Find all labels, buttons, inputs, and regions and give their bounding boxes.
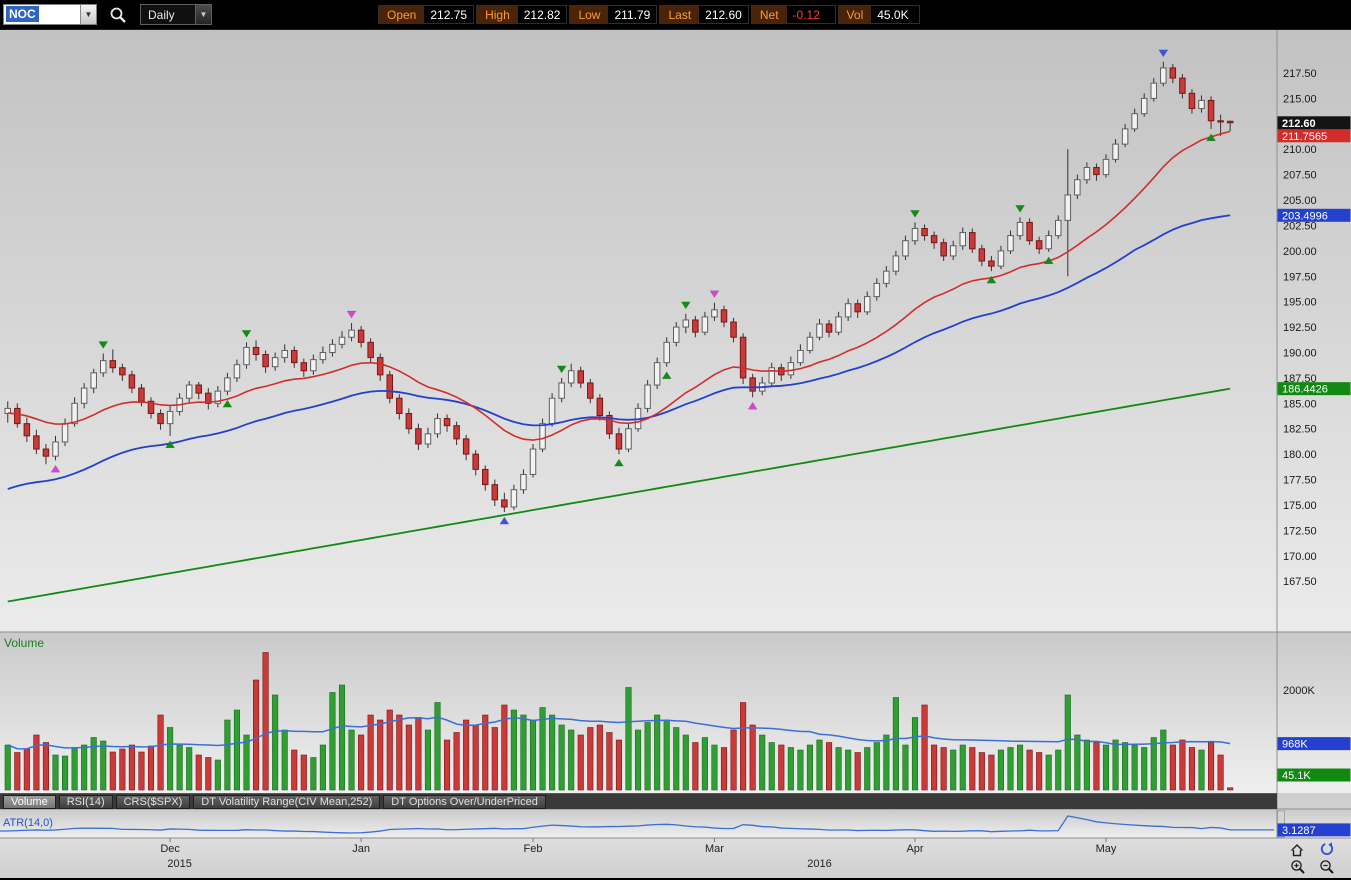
svg-text:May: May: [1096, 843, 1117, 855]
svg-text:217.50: 217.50: [1283, 68, 1317, 80]
price-tag-fast-ma: 211.7565: [1277, 129, 1351, 143]
ma-slow-line: [7, 387, 1231, 603]
timeframe-select[interactable]: Daily ▼: [140, 4, 212, 25]
tab-dt-options-over-underpriced[interactable]: DT Options Over/UnderPriced: [383, 794, 546, 809]
quote-readouts: Open 212.75 High 212.82 Low 211.79 Last …: [378, 5, 921, 24]
quote-net: Net -0.12: [750, 5, 836, 24]
svg-text:185.00: 185.00: [1283, 398, 1317, 410]
signal-markers: [50, 49, 1217, 525]
volume-pane-label: Volume: [4, 636, 45, 650]
time-axis-bg: [0, 838, 1351, 878]
svg-text:203.4996: 203.4996: [1282, 210, 1328, 222]
quote-vol-label: Vol: [838, 6, 872, 23]
tab-rsi[interactable]: RSI(14): [58, 794, 113, 809]
svg-text:167.50: 167.50: [1283, 576, 1317, 588]
price-tag-slow-ma: 186.4426: [1277, 382, 1351, 396]
svg-text:200.00: 200.00: [1283, 246, 1317, 258]
svg-text:202.50: 202.50: [1283, 220, 1317, 232]
top-toolbar: NOC ▼ Daily ▼ Open 212.75 High 212.82 Lo…: [0, 0, 1351, 30]
svg-text:210.00: 210.00: [1283, 144, 1317, 156]
symbol-input[interactable]: NOC ▼: [3, 4, 97, 25]
timeframe-value: Daily: [148, 8, 175, 22]
svg-text:182.50: 182.50: [1283, 424, 1317, 436]
quote-high-value: 212.82: [523, 8, 561, 22]
svg-text:187.50: 187.50: [1283, 373, 1317, 385]
volume-axis[interactable]: 2000K: [1283, 685, 1315, 697]
svg-text:195.00: 195.00: [1283, 297, 1317, 309]
quote-high-label: High: [477, 6, 518, 23]
svg-text:207.50: 207.50: [1283, 170, 1317, 182]
symbol-value[interactable]: NOC: [6, 6, 39, 22]
indicator-tabs-bar: Volume RSI(14) CRS($SPX) DT Volatility R…: [0, 793, 1277, 809]
quote-high: High 212.82: [476, 5, 568, 24]
quote-last-label: Last: [660, 6, 700, 23]
quote-open-label: Open: [379, 6, 425, 23]
svg-text:2016: 2016: [807, 858, 831, 870]
candlesticks: [4, 61, 1234, 513]
zoom-in-icon[interactable]: [1290, 859, 1306, 875]
quote-low-label: Low: [570, 6, 609, 23]
svg-text:180.00: 180.00: [1283, 449, 1317, 461]
svg-text:205.00: 205.00: [1283, 195, 1317, 207]
svg-text:177.50: 177.50: [1283, 475, 1317, 487]
quote-open-value: 212.75: [430, 8, 468, 22]
quote-net-value: -0.12: [792, 8, 820, 22]
svg-text:Mar: Mar: [705, 843, 724, 855]
svg-text:2000K: 2000K: [1283, 685, 1315, 697]
home-icon[interactable]: [1289, 842, 1305, 858]
reset-zoom-icon[interactable]: [1319, 841, 1335, 857]
svg-text:3.1287: 3.1287: [1282, 825, 1316, 837]
quote-open: Open 212.75: [378, 5, 475, 24]
price-tag-last: 212.60: [1277, 116, 1351, 130]
svg-text:Jan: Jan: [352, 843, 370, 855]
svg-text:45.1K: 45.1K: [1282, 770, 1311, 782]
quote-low-value: 211.79: [614, 8, 651, 22]
atr-tag: 3.1287: [1277, 823, 1351, 837]
price-tag-mid-ma: 203.4996: [1277, 208, 1351, 222]
quote-last: Last 212.60: [659, 5, 749, 24]
svg-text:211.7565: 211.7565: [1282, 131, 1327, 143]
volume-tag-ma: 968K: [1277, 737, 1351, 751]
atr-line: [0, 815, 1274, 834]
svg-text:175.00: 175.00: [1283, 500, 1317, 512]
svg-text:190.00: 190.00: [1283, 347, 1317, 359]
ma-fast-line: [7, 130, 1231, 441]
svg-text:212.60: 212.60: [1282, 118, 1316, 130]
tab-dt-volatility-range[interactable]: DT Volatility Range(CIV Mean,252): [193, 794, 381, 809]
svg-text:186.4426: 186.4426: [1282, 384, 1328, 396]
symbol-dropdown-arrow-icon[interactable]: ▼: [80, 5, 96, 24]
tab-volume[interactable]: Volume: [3, 794, 56, 809]
svg-text:2015: 2015: [167, 858, 191, 870]
svg-text:Apr: Apr: [906, 843, 923, 855]
tab-crs-spx[interactable]: CRS($SPX): [115, 794, 191, 809]
volume-ma-line: [7, 716, 1231, 750]
timeframe-dropdown-arrow-icon[interactable]: ▼: [195, 5, 211, 24]
svg-text:192.50: 192.50: [1283, 322, 1317, 334]
svg-text:968K: 968K: [1282, 739, 1308, 751]
svg-text:Dec: Dec: [160, 843, 180, 855]
volume-tag-last: 45.1K: [1277, 768, 1351, 782]
quote-vol: Vol 45.0K: [837, 5, 921, 24]
time-axis[interactable]: Dec Jan Feb Mar Apr May 2015 2016: [160, 838, 1117, 870]
chart-region: 217.50215.00212.50210.00207.50205.00202.…: [0, 30, 1351, 878]
quote-net-label: Net: [751, 6, 787, 23]
svg-text:172.50: 172.50: [1283, 525, 1317, 537]
svg-text:197.50: 197.50: [1283, 271, 1317, 283]
svg-text:215.00: 215.00: [1283, 93, 1317, 105]
svg-text:170.00: 170.00: [1283, 551, 1317, 563]
quote-vol-value: 45.0K: [877, 8, 909, 22]
price-axis[interactable]: 217.50215.00212.50210.00207.50205.00202.…: [1283, 68, 1317, 588]
quote-low: Low 211.79: [569, 5, 658, 24]
volume-bars: [4, 652, 1234, 791]
zoom-out-icon[interactable]: [1319, 859, 1335, 875]
ma-mid-line: [7, 214, 1231, 490]
atr-pane-label: ATR(14,0): [3, 817, 53, 829]
quote-last-value: 212.60: [705, 8, 742, 22]
chart-canvas[interactable]: 217.50215.00212.50210.00207.50205.00202.…: [0, 30, 1351, 878]
search-icon[interactable]: [109, 6, 127, 24]
svg-text:Feb: Feb: [524, 843, 543, 855]
atr-pane-bg: [0, 809, 1351, 838]
